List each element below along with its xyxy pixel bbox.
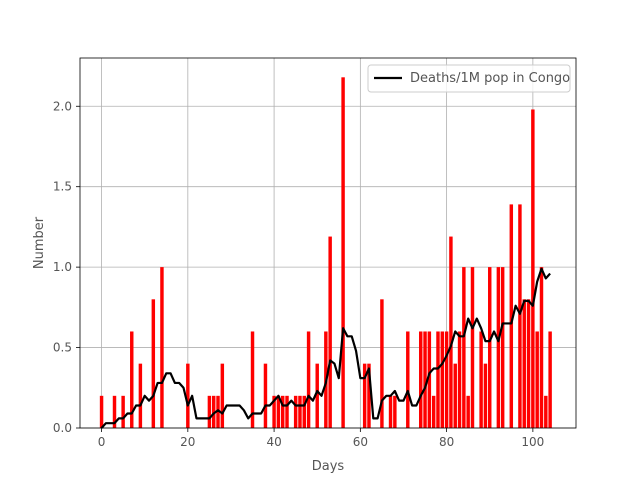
bar (535, 331, 539, 428)
bar (207, 395, 212, 428)
bar (293, 395, 298, 428)
bar (388, 395, 393, 428)
bar (470, 267, 475, 428)
legend-label: Deaths/1M pop in Congo (410, 71, 570, 86)
x-tick-label: 40 (266, 435, 281, 449)
bar (272, 395, 276, 428)
bar (112, 395, 117, 428)
bar (423, 331, 427, 428)
bar (285, 395, 289, 428)
bar (431, 395, 436, 428)
bar (250, 331, 255, 428)
bar (298, 395, 302, 428)
bar (151, 299, 156, 428)
x-tick-label: 60 (353, 435, 368, 449)
y-tick-label: 0.0 (53, 421, 72, 435)
bar (121, 395, 125, 428)
bar (99, 395, 104, 428)
bar (263, 363, 268, 428)
line-series (100, 267, 551, 429)
bar (427, 331, 432, 428)
x-tick-label: 20 (180, 435, 195, 449)
bar (380, 299, 384, 428)
bar (548, 331, 552, 428)
bar (216, 395, 220, 428)
bar (328, 236, 332, 428)
bar (526, 299, 531, 428)
bar (280, 395, 285, 428)
bar (315, 363, 319, 428)
bar (466, 395, 470, 428)
x-tick-label: 100 (521, 435, 544, 449)
bar (457, 331, 462, 428)
x-tick-label: 80 (439, 435, 454, 449)
bar (367, 363, 371, 428)
bar (539, 267, 544, 428)
x-tick-label: 0 (98, 435, 106, 449)
bar (518, 204, 522, 428)
bar (440, 331, 445, 428)
bar (220, 363, 225, 428)
bar (544, 395, 548, 428)
x-axis-label: Days (312, 459, 345, 474)
plot-frame (79, 57, 577, 429)
bar (462, 267, 466, 428)
y-axis-ticks: 0.0 0.5 1.0 1.5 2.0 (53, 99, 80, 435)
bar (453, 363, 457, 428)
y-tick-label: 1.5 (53, 180, 72, 194)
bar (393, 395, 397, 428)
bar (306, 331, 311, 428)
bar (362, 363, 367, 428)
bar (436, 331, 440, 428)
x-axis-ticks: 0 20 40 60 80 100 (98, 428, 544, 449)
bar (496, 267, 501, 428)
bar (138, 363, 143, 428)
y-tick-label: 0.5 (53, 341, 72, 355)
bar (302, 395, 307, 428)
bar (479, 331, 483, 428)
bar (483, 363, 488, 428)
bar (488, 267, 492, 428)
bar (531, 109, 535, 428)
bar (406, 331, 410, 428)
series-line-deaths-per-1m (100, 267, 551, 429)
bar (522, 299, 526, 428)
bar (186, 363, 190, 428)
bar (341, 77, 345, 428)
bar (449, 236, 453, 428)
y-axis-label: Number (32, 216, 47, 269)
y-tick-label: 2.0 (53, 99, 72, 113)
bar (419, 331, 423, 428)
bar (160, 267, 164, 428)
y-tick-label: 1.0 (53, 260, 72, 274)
bar (276, 395, 281, 428)
bar (130, 331, 134, 428)
legend-box (367, 64, 571, 93)
bar (211, 395, 216, 428)
bar (509, 204, 514, 428)
bar (500, 267, 505, 428)
bar (444, 331, 449, 428)
legend: Deaths/1M pop in Congo (367, 64, 571, 93)
